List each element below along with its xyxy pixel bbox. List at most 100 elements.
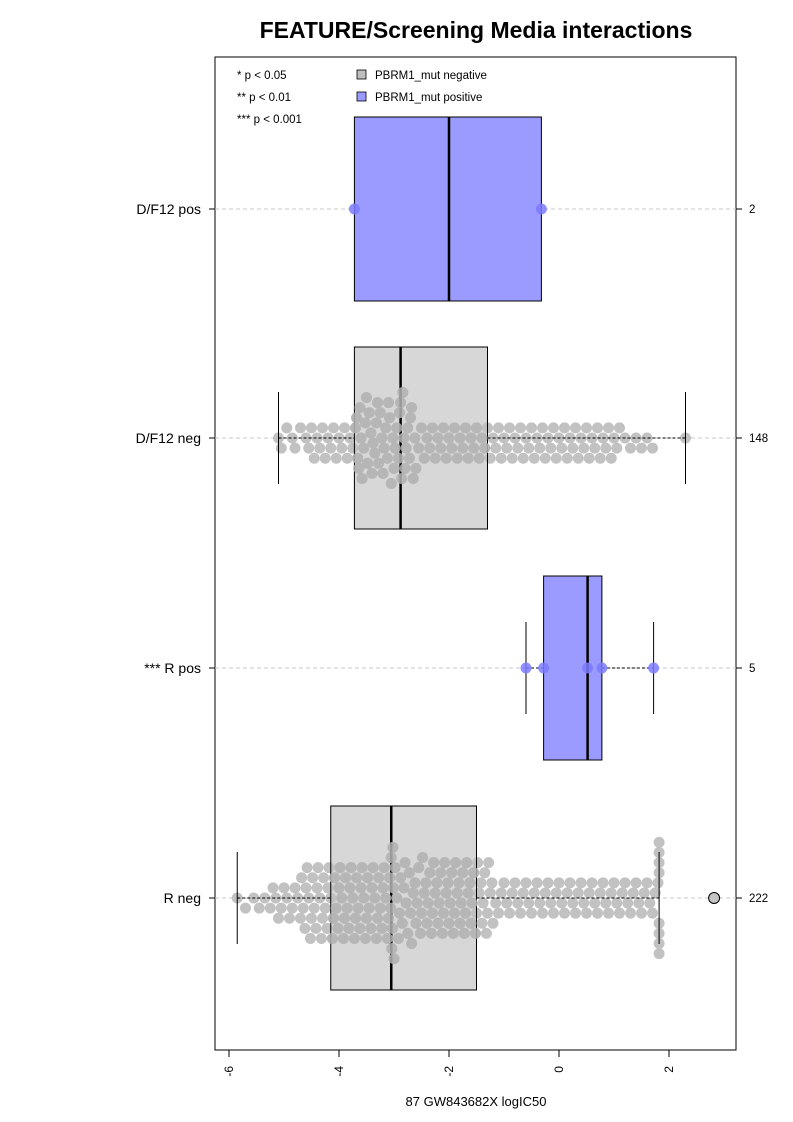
data-point	[354, 402, 366, 414]
data-point	[589, 897, 601, 909]
data-point	[275, 902, 287, 914]
data-point	[465, 917, 477, 929]
box	[543, 575, 603, 761]
data-point	[581, 907, 592, 919]
data-point	[586, 432, 598, 444]
data-point	[386, 943, 398, 955]
x-tick-label: -2	[442, 1066, 456, 1077]
data-point	[471, 422, 482, 434]
data-point	[374, 407, 386, 419]
data-point	[362, 872, 374, 884]
data-point	[506, 452, 518, 464]
group-label: *** R pos	[144, 660, 201, 676]
legend: * p < 0.05 ** p < 0.01 *** p < 0.001 PBRM1_…	[237, 69, 487, 126]
data-point	[531, 432, 543, 444]
data-point	[410, 462, 422, 474]
data-point	[376, 922, 388, 934]
data-point	[594, 452, 606, 464]
data-point	[348, 203, 360, 215]
data-point	[389, 862, 401, 874]
data-point	[526, 422, 537, 434]
data-point	[365, 427, 377, 439]
data-point	[468, 867, 480, 879]
data-point	[464, 877, 476, 889]
data-point	[394, 407, 405, 419]
data-point	[462, 887, 474, 899]
data-point	[556, 897, 568, 909]
data-point	[526, 907, 537, 919]
data-point	[310, 922, 322, 934]
data-point	[570, 422, 581, 434]
data-point	[319, 452, 331, 464]
data-point	[564, 877, 576, 889]
data-point	[647, 907, 658, 919]
data-point	[398, 882, 410, 894]
data-point	[487, 917, 499, 929]
data-point	[455, 897, 467, 909]
data-point	[611, 442, 623, 454]
data-point	[378, 442, 390, 454]
data-point	[370, 932, 382, 944]
data-point	[490, 897, 502, 909]
data-point	[281, 422, 293, 434]
data-point	[539, 452, 551, 464]
data-point	[336, 442, 348, 454]
data-point	[363, 407, 375, 419]
x-tick-label: 0	[552, 1066, 566, 1073]
data-point	[418, 452, 430, 464]
x-tick-label: -6	[222, 1066, 236, 1077]
data-point	[581, 422, 592, 434]
data-point	[428, 857, 440, 869]
data-point	[402, 927, 414, 939]
group-count: 148	[749, 433, 768, 445]
data-point	[498, 877, 510, 889]
data-point	[297, 902, 309, 914]
data-point	[361, 912, 372, 924]
data-point	[289, 442, 301, 454]
data-point	[531, 877, 543, 889]
data-point	[421, 432, 433, 444]
data-point	[366, 882, 378, 894]
data-point	[344, 882, 356, 894]
data-point	[567, 897, 579, 909]
significance-note: * p < 0.05	[237, 70, 287, 82]
data-point	[391, 422, 403, 434]
data-point	[421, 917, 433, 929]
data-point	[469, 927, 481, 939]
data-point	[311, 432, 323, 444]
data-point	[561, 452, 573, 464]
group-labels: D/F12 pos 2 D/F12 neg 148 *** R pos 5 R neg 222	[136, 201, 769, 906]
data-point	[449, 907, 460, 919]
data-point	[460, 907, 471, 919]
data-point	[439, 857, 451, 869]
data-point	[520, 877, 532, 889]
data-point	[477, 897, 489, 909]
legend-label: PBRM1_mut positive	[375, 92, 482, 104]
outlier-point	[708, 892, 721, 904]
data-point	[407, 887, 419, 899]
significance-note: ** p < 0.01	[237, 92, 291, 104]
data-point	[461, 857, 473, 869]
group-count: 5	[749, 663, 755, 675]
group-count: 222	[749, 893, 768, 905]
data-point	[567, 442, 579, 454]
data-point	[553, 877, 565, 889]
data-point	[446, 867, 458, 879]
data-point	[432, 917, 444, 929]
data-point	[350, 422, 361, 434]
data-point	[648, 662, 660, 674]
data-point	[454, 432, 466, 444]
data-point	[341, 902, 353, 914]
data-point	[484, 887, 496, 899]
data-point	[548, 422, 559, 434]
data-point	[384, 412, 396, 424]
x-tick-label: -4	[332, 1066, 346, 1077]
data-point	[600, 897, 612, 909]
data-point	[317, 912, 328, 924]
data-point	[501, 442, 513, 454]
data-point	[341, 452, 353, 464]
data-point	[328, 912, 339, 924]
data-point	[528, 887, 540, 899]
data-point	[413, 862, 425, 874]
data-point	[418, 887, 430, 899]
